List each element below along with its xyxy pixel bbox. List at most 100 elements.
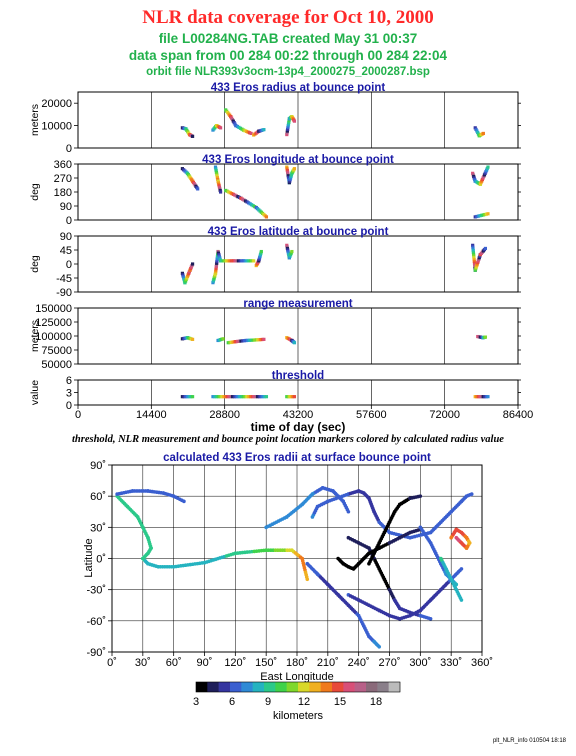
data-point — [245, 259, 249, 263]
data-point — [190, 337, 195, 341]
bounce-point — [305, 577, 310, 582]
data-point — [259, 249, 263, 254]
y-axis-label: meters — [29, 104, 41, 136]
x-tick-label: 0˚ — [107, 657, 117, 669]
data-point — [215, 254, 220, 259]
colorbar-swatch — [252, 682, 265, 692]
y-tick-label: 100000 — [35, 331, 72, 343]
colorbar-swatch — [332, 682, 344, 692]
x-tick-label: 72000 — [429, 409, 460, 421]
data-point — [247, 259, 251, 263]
data-point — [483, 335, 488, 339]
data-point — [211, 395, 215, 399]
data-point — [243, 259, 247, 263]
data-point — [213, 395, 217, 399]
data-point — [196, 187, 200, 191]
data-point — [251, 338, 255, 342]
colorbar-label: kilometers — [273, 710, 324, 722]
colorbar-swatch — [241, 682, 253, 692]
data-point — [221, 337, 225, 341]
data-point — [290, 249, 294, 254]
orbit-file-info: orbit file NLR393v3ocm-13p4_2000275_2000… — [146, 66, 430, 78]
y-tick-label: 150000 — [35, 303, 72, 315]
data-point — [238, 259, 242, 263]
x-axis-label: time of day (sec) — [251, 420, 346, 434]
x-tick-label: 240˚ — [348, 657, 370, 669]
data-point — [221, 259, 225, 263]
data-point — [263, 395, 267, 399]
data-point — [214, 266, 218, 270]
data-point — [218, 259, 223, 263]
y-tick-label: -90˚ — [86, 647, 106, 659]
x-tick-label: 270˚ — [378, 657, 400, 669]
data-point — [249, 131, 253, 136]
y-tick-label: 0 — [66, 143, 72, 155]
data-point — [232, 395, 236, 399]
x-tick-label: 28800 — [209, 409, 240, 421]
colorbar-tick-label: 12 — [298, 696, 310, 708]
panel-title: 433 Eros radius at bounce point — [211, 82, 386, 94]
data-point — [286, 174, 290, 178]
data-point — [218, 126, 223, 130]
colorbar-swatch — [320, 682, 333, 692]
data-point — [216, 177, 220, 181]
y-tick-label: 90 — [60, 231, 72, 243]
data-point — [214, 170, 219, 174]
data-point — [213, 165, 218, 169]
y-tick-label: 75000 — [41, 345, 72, 357]
x-tick-label: 300˚ — [409, 657, 431, 669]
data-point — [241, 259, 246, 263]
panel-title: threshold — [272, 370, 324, 382]
data-point — [234, 340, 238, 344]
bounce-point — [377, 645, 382, 649]
data-point — [237, 339, 241, 343]
data-point — [226, 259, 230, 263]
colorbar-swatch — [264, 682, 276, 692]
data-point — [473, 263, 477, 267]
data-point — [250, 395, 254, 399]
data-point — [486, 212, 490, 216]
data-span-info: data span from 00 284 00:22 through 00 2… — [128, 48, 448, 63]
data-point — [182, 395, 186, 399]
x-tick-label: 180˚ — [286, 657, 308, 669]
data-point — [262, 128, 266, 132]
data-point — [246, 338, 250, 342]
data-point — [471, 245, 475, 249]
data-point — [285, 131, 289, 135]
data-point — [187, 395, 191, 399]
y-axis-label: deg — [29, 255, 41, 273]
data-point — [222, 395, 226, 399]
data-point — [472, 259, 476, 263]
data-point — [243, 395, 247, 399]
data-point — [230, 395, 235, 399]
data-point — [286, 122, 291, 126]
data-point — [286, 124, 290, 128]
y-tick-label: 50000 — [41, 359, 72, 371]
y-tick-label: -60˚ — [86, 616, 106, 628]
data-point — [214, 167, 218, 171]
x-tick-label: 0 — [75, 409, 81, 421]
data-point — [215, 261, 219, 265]
x-tick-label: 330˚ — [440, 657, 462, 669]
figure-caption: threshold, NLR measurement and bounce po… — [72, 434, 504, 445]
bounce-point — [459, 567, 464, 571]
y-tick-label: 90 — [60, 201, 72, 213]
data-point — [236, 259, 241, 263]
data-point — [292, 119, 297, 123]
bounce-point — [428, 616, 433, 621]
data-point — [248, 259, 252, 263]
bounce-point — [454, 535, 459, 540]
colorbar-swatch — [286, 682, 299, 692]
data-point — [471, 252, 476, 256]
data-point — [215, 172, 219, 176]
data-point — [241, 339, 245, 343]
data-point — [486, 395, 490, 399]
data-point — [262, 337, 266, 341]
y-tick-label: -45 — [56, 273, 72, 285]
data-point — [244, 338, 248, 343]
data-point — [471, 249, 475, 253]
data-point — [287, 119, 291, 123]
data-point — [287, 120, 291, 124]
y-tick-label: 60˚ — [90, 491, 106, 503]
y-tick-label: 270 — [54, 173, 72, 185]
